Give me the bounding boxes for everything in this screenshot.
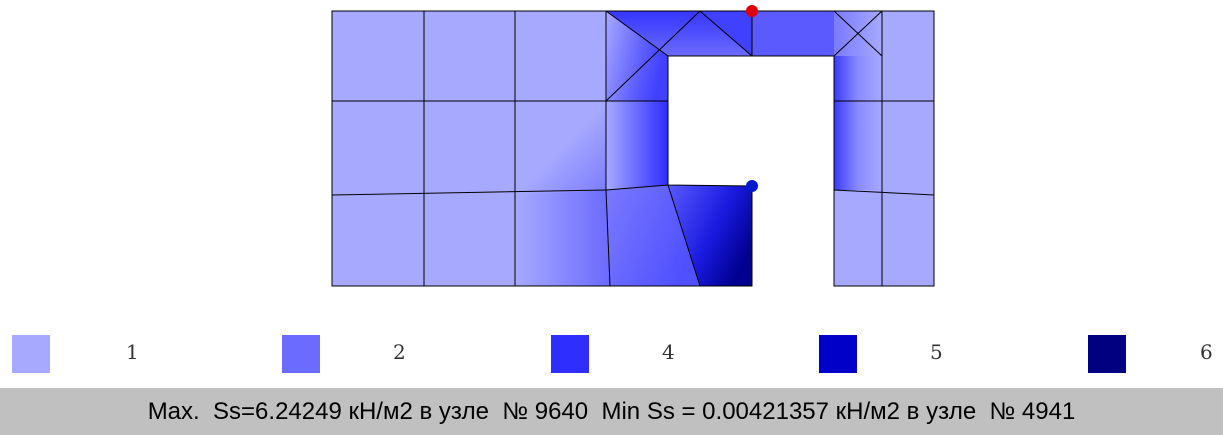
- mesh-element: [606, 11, 668, 101]
- mesh-element: [606, 185, 700, 286]
- stress-contour-plot: [331, 5, 935, 287]
- mesh-element: [834, 101, 882, 190]
- legend-label-1: 1: [126, 340, 139, 364]
- max-node-marker: [746, 5, 758, 17]
- legend-swatch-1: [12, 335, 50, 373]
- legend-label-3: 4: [662, 340, 675, 364]
- legend-swatch-5: [1088, 335, 1126, 373]
- legend-label-5: 6: [1200, 340, 1213, 364]
- legend-label-2: 2: [393, 340, 406, 364]
- mesh-element: [515, 101, 606, 195]
- mesh-element: [606, 11, 752, 56]
- legend-label-4: 5: [930, 340, 943, 364]
- min-node-marker: [746, 180, 758, 192]
- legend-swatch-2: [282, 335, 320, 373]
- mesh-element: [834, 56, 882, 101]
- color-legend: 1 2 4 5 6: [0, 330, 1223, 380]
- legend-swatch-4: [819, 335, 857, 373]
- min-stress-text: Min Ss = 0.00421357 кН/м2 в узле № 4941: [601, 397, 1076, 425]
- mesh-element: [752, 11, 834, 56]
- mesh-element: [515, 190, 610, 286]
- mesh-lines: [331, 10, 935, 287]
- status-bar: Max. Ss=6.24249 кН/м2 в узле № 9640 Min …: [0, 388, 1223, 435]
- legend-swatch-3: [551, 335, 589, 373]
- mesh-element: [668, 185, 752, 286]
- max-stress-text: Max. Ss=6.24249 кН/м2 в узле № 9640: [147, 397, 589, 425]
- mesh-element: [606, 101, 668, 190]
